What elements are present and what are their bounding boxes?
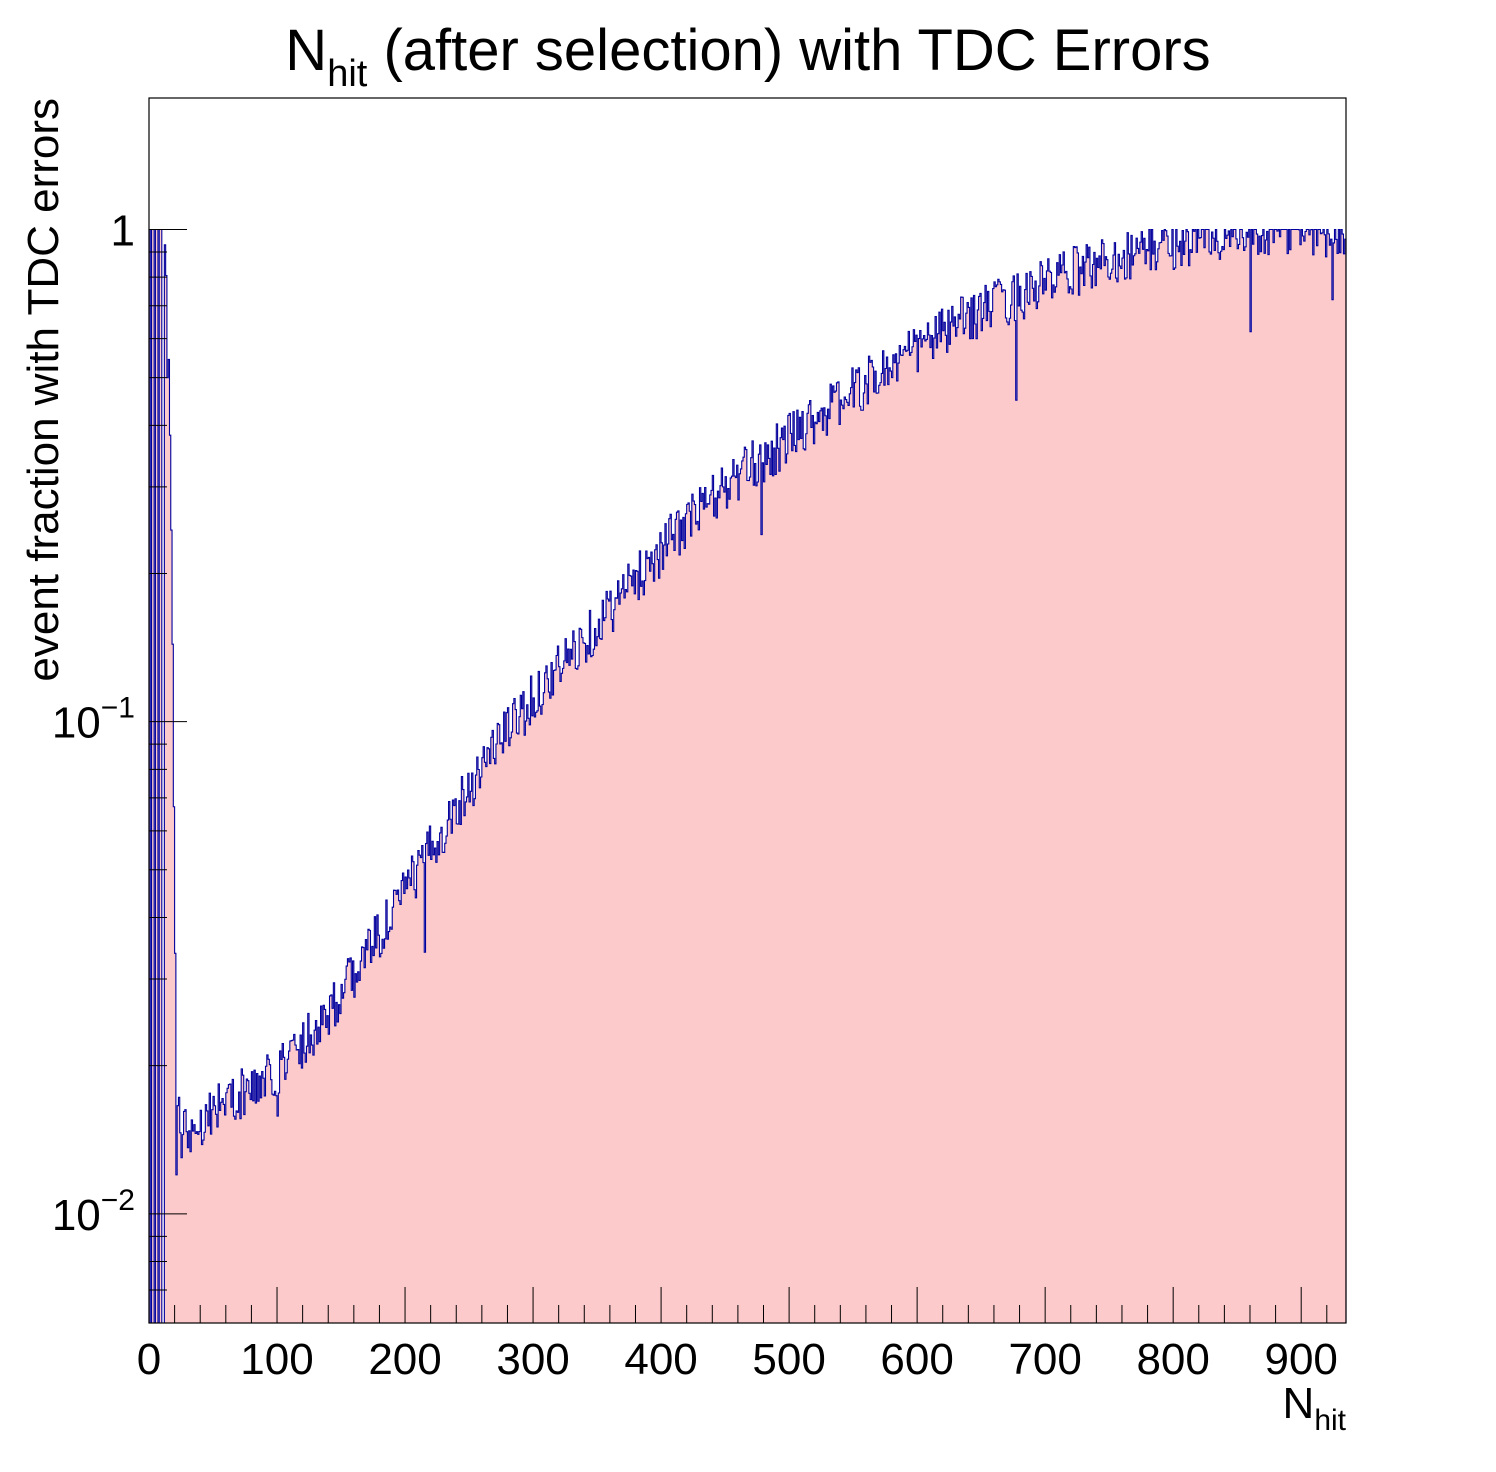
x-tick-label: 100 bbox=[240, 1335, 313, 1384]
plot-area bbox=[148, 228, 1347, 1324]
x-tick-label: 800 bbox=[1136, 1335, 1209, 1384]
y-tick-label: 1 bbox=[111, 206, 135, 255]
x-axis-label-main: N bbox=[1283, 1379, 1315, 1428]
x-tick-label: 400 bbox=[624, 1335, 697, 1384]
histogram-fill bbox=[149, 229, 1346, 1324]
y-axis: 10−2 10−1 1 bbox=[52, 206, 187, 1324]
x-tick-label: 600 bbox=[880, 1335, 953, 1384]
chart-title-rest: (after selection) with TDC Errors bbox=[367, 18, 1210, 83]
x-axis-label-subscript: hit bbox=[1314, 1404, 1346, 1437]
plot-frame bbox=[148, 97, 1347, 1324]
x-tick-label: 0 bbox=[137, 1335, 161, 1384]
x-tick-label: 300 bbox=[496, 1335, 569, 1384]
histogram-outline bbox=[148, 228, 1347, 1324]
chart-title-main: N bbox=[285, 18, 327, 83]
x-axis-label: Nhit bbox=[1283, 1379, 1347, 1437]
chart-title: Nhit (after selection) with TDC Errors bbox=[285, 18, 1210, 95]
x-axis: 0 100 200 300 400 500 600 700 800 900 bbox=[137, 1287, 1338, 1384]
x-tick-label: 900 bbox=[1264, 1335, 1337, 1384]
y-tick-label: 10−2 bbox=[52, 1184, 135, 1240]
x-tick-label: 200 bbox=[368, 1335, 441, 1384]
y-axis-label: event fraction with TDC errors bbox=[19, 98, 68, 682]
x-tick-label: 700 bbox=[1008, 1335, 1081, 1384]
chart-title-subscript: hit bbox=[327, 53, 368, 95]
y-tick-label: 10−1 bbox=[52, 692, 135, 748]
x-tick-label: 500 bbox=[752, 1335, 825, 1384]
